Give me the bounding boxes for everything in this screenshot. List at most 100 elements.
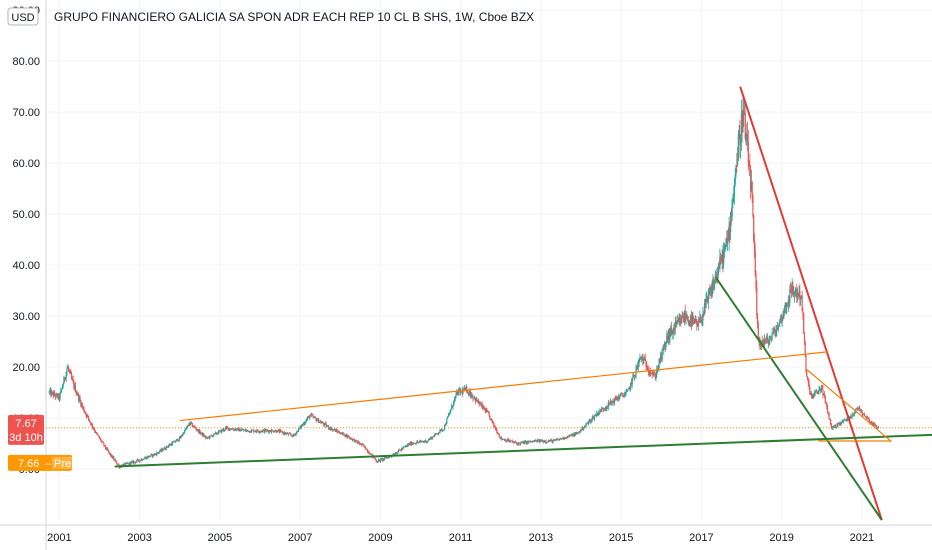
candle-body [620,393,622,395]
candle-body [425,440,427,443]
candle-body [70,374,73,379]
candle-body [147,455,150,458]
candle-body [517,443,519,445]
candle-body [564,437,566,439]
candle-body [96,432,98,435]
candle-body [87,415,89,417]
candle-body [701,319,703,322]
candle-body [613,397,616,404]
candle-body [506,440,508,442]
candle-body [653,373,656,376]
candle-body [362,444,364,445]
candle-body [607,402,609,408]
candle-body [733,184,736,196]
candle-body [723,247,726,251]
candle-body [563,438,566,440]
candle-body [548,440,550,442]
candle-body [447,414,450,417]
candle-body [357,442,360,444]
candle-body [375,459,377,462]
candle-body [770,338,772,340]
candle-body [92,427,94,429]
candle-body [157,452,160,454]
candle-body [553,439,555,441]
candle-body [81,404,83,408]
candle-body [585,423,587,426]
candle-body [187,425,190,426]
candle-body [716,274,719,276]
candle-body [182,432,184,435]
candle-body [800,297,802,300]
candle-body [550,439,553,441]
candle-body [290,433,292,435]
candle-body [245,430,247,432]
candle-body [581,427,583,431]
candle-body [768,341,770,344]
candle-body [175,439,177,442]
candle-body [837,422,839,424]
x-tick-label: 2021 [850,532,874,544]
candle-body [420,441,423,442]
candle-body [139,460,141,462]
candle-body [791,285,793,293]
candle-body [202,434,204,436]
candle-body [294,434,296,436]
candle-body [505,439,507,442]
candle-body [487,411,489,413]
candle-body [141,459,143,461]
candle-body [127,463,129,464]
candle-body [736,165,738,166]
candle-body [819,388,821,390]
candle-body [648,370,650,374]
candle-body [613,402,615,404]
candle-body [582,427,584,430]
candle-body [97,435,100,437]
candle-body [443,429,445,431]
candle-body [547,441,549,443]
candle-body [523,441,525,444]
candle-body [285,433,287,434]
candle-body [302,423,304,426]
candle-body [260,431,262,432]
candle-body [849,417,851,419]
candle-body [342,432,344,434]
candle-body [616,399,618,400]
candle-body [514,441,516,443]
candle-body [754,250,756,275]
candle-body [144,458,146,460]
candle-body [570,434,572,436]
candle-body [821,387,823,389]
candle-body [421,441,423,443]
candle-body [356,440,358,442]
candle-body [803,333,806,343]
candle-body [666,335,668,343]
candle-body [540,439,542,442]
candle-body [560,438,563,440]
candle-body [554,439,556,441]
candle-body [209,435,211,439]
candle-body [80,400,82,406]
candle-body [150,454,152,457]
candle-body [162,449,164,451]
candle-body [602,408,604,410]
candle-body [852,413,854,415]
candle-body [350,437,352,440]
currency-badge[interactable]: USD [7,7,39,26]
candle-body [79,397,81,401]
candle-body [214,433,216,434]
trendlines[interactable] [114,86,932,521]
candle-body [240,429,243,431]
candle-body [746,134,749,142]
candle-body [51,391,53,396]
candle-body [536,440,538,443]
candle-body [460,390,462,393]
candle-body [682,316,684,320]
candle-body [568,435,570,437]
candle-body [490,418,492,420]
candle-body [493,422,495,426]
candle-body [130,461,133,463]
candle-body [539,439,541,442]
candle-body [497,433,499,435]
candle-body [710,287,712,292]
